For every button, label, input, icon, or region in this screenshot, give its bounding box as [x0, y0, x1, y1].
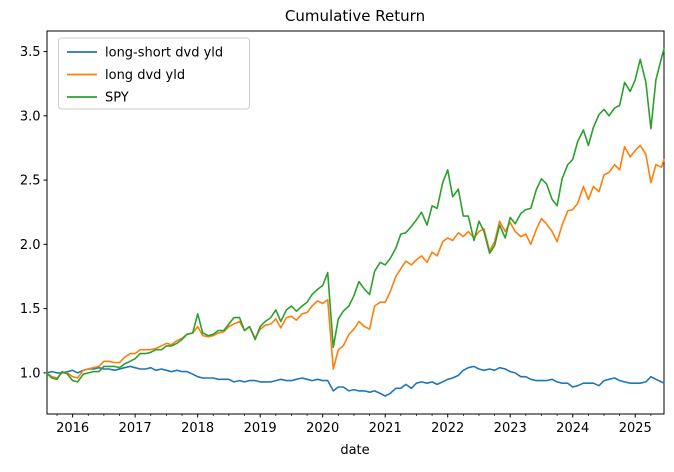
legend-label-spy: SPY	[105, 91, 129, 106]
x-tick-label: 2024	[556, 421, 589, 436]
plot-border	[46, 30, 665, 415]
series-line-spy	[45, 48, 665, 383]
x-tick-label: 2016	[56, 421, 89, 436]
y-tick-label: 3.0	[20, 109, 41, 124]
x-axis-label: date	[340, 443, 369, 458]
y-tick-label: 2.5	[20, 174, 41, 189]
x-tick-label: 2017	[119, 421, 152, 436]
x-tick-label: 2019	[244, 421, 277, 436]
series-line-long-short-dvd-yld	[45, 365, 665, 397]
legend-label-long-dvd-yld: long dvd yld	[105, 68, 185, 83]
y-tick-label: 1.5	[20, 302, 41, 317]
series-line-long-dvd-yld	[45, 144, 665, 379]
x-tick-label: 2025	[619, 421, 652, 436]
x-tick-label: 2020	[306, 421, 339, 436]
y-tick-label: 3.5	[20, 45, 41, 60]
legend-box	[58, 37, 250, 110]
legend-label-long-short-dvd-yld: long-short dvd yld	[105, 46, 223, 61]
series-lines	[45, 48, 665, 397]
x-tick-label: 2022	[431, 421, 464, 436]
axis-ticks: 1.0 1.5 2.0 2.5 3.0 3.5 2016 2017 2018 2019 2020 20…	[20, 45, 652, 436]
y-tick-label: 1.0	[20, 366, 41, 381]
chart-title: Cumulative Return	[285, 7, 425, 25]
x-tick-label: 2023	[494, 421, 527, 436]
y-tick-label: 2.0	[20, 238, 41, 253]
legend: long-short dvd yld long dvd yld SPY	[58, 37, 250, 110]
x-tick-label: 2021	[369, 421, 402, 436]
x-tick-label: 2018	[181, 421, 214, 436]
